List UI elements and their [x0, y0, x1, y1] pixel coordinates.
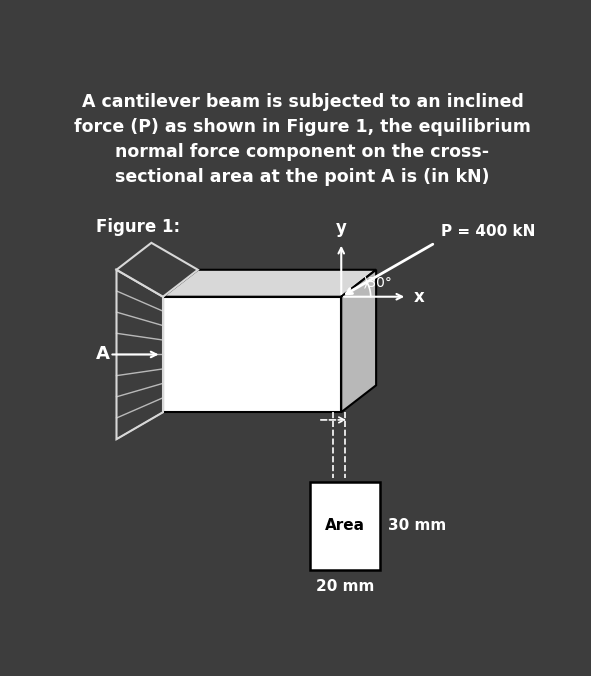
- Text: y: y: [336, 218, 347, 237]
- Text: Area: Area: [325, 518, 365, 533]
- Text: x: x: [413, 288, 424, 306]
- Polygon shape: [116, 270, 163, 439]
- Text: P = 400 kN: P = 400 kN: [441, 224, 536, 239]
- Bar: [310, 481, 380, 570]
- Text: A: A: [96, 345, 109, 364]
- Polygon shape: [116, 243, 198, 297]
- Text: 20 mm: 20 mm: [316, 579, 374, 594]
- Text: A cantilever beam is subjected to an inclined
force (P) as shown in Figure 1, th: A cantilever beam is subjected to an inc…: [74, 93, 531, 186]
- Text: 30 mm: 30 mm: [388, 518, 446, 533]
- Polygon shape: [341, 270, 376, 412]
- Polygon shape: [163, 270, 376, 297]
- Text: Figure 1:: Figure 1:: [96, 218, 180, 236]
- Text: )30°: )30°: [363, 276, 393, 290]
- Bar: [163, 297, 341, 412]
- Text: 1000 mm: 1000 mm: [212, 332, 292, 347]
